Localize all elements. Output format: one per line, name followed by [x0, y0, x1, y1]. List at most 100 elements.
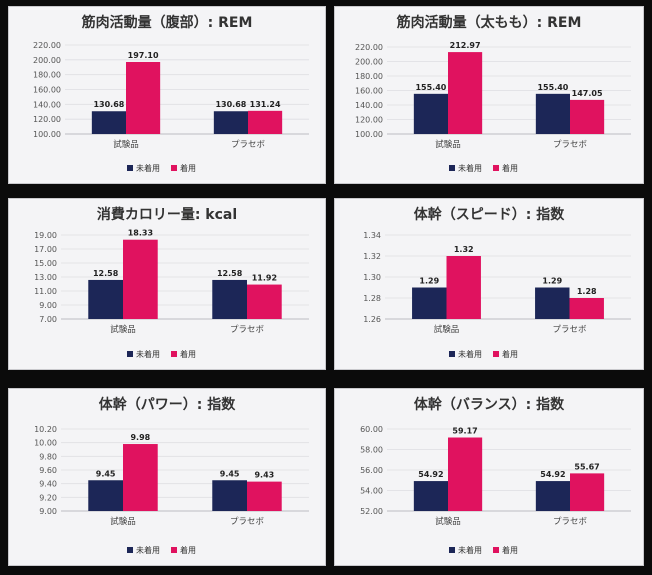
legend-swatch [127, 547, 133, 553]
chart-panel-thigh-rem: 筋肉活動量（太もも）: REM 220.00 200.00 180.00 160.00 1… [334, 6, 644, 184]
y-tick-label: 13.00 [34, 273, 57, 282]
bar-unworn [535, 287, 570, 319]
legend-swatch [127, 165, 133, 171]
category-label: 試験品 [435, 139, 461, 150]
data-label: 9.45 [220, 469, 240, 478]
y-tick-label: 9.00 [39, 301, 57, 310]
legend-swatch [171, 351, 177, 357]
y-tick-label: 7.00 [39, 315, 57, 324]
legend-swatch [493, 165, 499, 171]
bar-worn [123, 239, 158, 319]
bar-worn [570, 473, 605, 511]
bar-worn [446, 256, 481, 319]
data-label: 9.98 [130, 433, 150, 442]
y-tick-label: 220.00 [355, 43, 383, 52]
bar-chart: 体幹（バランス）: 指数 60.00 58.00 56.00 54.00 52.00 54.… [360, 396, 631, 555]
bar-unworn [412, 287, 447, 319]
bar-unworn [535, 481, 570, 511]
bar-worn [123, 444, 158, 511]
y-tick-label: 56.00 [360, 466, 383, 475]
legend-label: 着用 [180, 349, 196, 359]
data-label: 147.05 [572, 89, 603, 98]
bar-chart: 筋肉活動量（太もも）: REM 220.00 200.00 180.00 160.00 1… [355, 14, 631, 173]
y-tick-label: 1.34 [363, 231, 381, 240]
bar-worn [247, 284, 282, 319]
bar-unworn [88, 480, 123, 511]
chart-panel-core-speed: 体幹（スピード）: 指数 1.34 1.32 1.30 1.28 1.26 1.29 1.32… [334, 198, 644, 370]
category-label: プラセボ [230, 325, 265, 335]
legend-label: 未着用 [458, 545, 482, 555]
data-label: 155.40 [537, 83, 568, 92]
legend-swatch [449, 351, 455, 357]
data-label: 1.32 [454, 245, 474, 254]
y-tick-label: 120.00 [33, 115, 61, 124]
data-label: 1.29 [419, 277, 439, 286]
data-label: 12.58 [93, 269, 119, 278]
y-tick-label: 100.00 [33, 130, 61, 139]
data-label: 18.33 [128, 229, 153, 238]
legend-label: 未着用 [136, 163, 160, 173]
bar-worn [126, 61, 161, 135]
y-tick-label: 120.00 [355, 116, 383, 125]
y-tick-label: 160.00 [33, 86, 61, 95]
legend-label: 着用 [180, 545, 196, 555]
chart-panel-abdomen-rem: 筋肉活動量（腹部）: REM 220.00 200.00 180.00 160.00 14… [8, 6, 326, 184]
chart-panel-core-power: 体幹（パワー）: 指数 10.20 10.00 9.80 9.60 9.40 9.20 9.0… [8, 388, 326, 566]
legend-label: 着用 [502, 545, 518, 555]
y-tick-label: 9.00 [39, 507, 57, 516]
bar-chart: 体幹（スピード）: 指数 1.34 1.32 1.30 1.28 1.26 1.29 1.32… [363, 206, 631, 359]
y-tick-label: 54.00 [360, 487, 383, 496]
y-tick-label: 1.28 [363, 294, 381, 303]
legend-swatch [493, 351, 499, 357]
chart-title: 体幹（パワー）: 指数 [99, 396, 236, 413]
y-tick-label: 1.30 [363, 273, 381, 282]
chart-title: 消費カロリー量: kcal [97, 206, 237, 223]
legend-label: 未着用 [458, 349, 482, 359]
legend-label: 未着用 [136, 545, 160, 555]
y-tick-label: 17.00 [34, 245, 57, 254]
y-tick-label: 140.00 [33, 100, 61, 109]
chart-panel-core-balance: 体幹（バランス）: 指数 60.00 58.00 56.00 54.00 52.00 54.… [334, 388, 644, 566]
bar-unworn [91, 111, 126, 134]
y-tick-label: 180.00 [355, 72, 383, 81]
legend-swatch [449, 165, 455, 171]
chart-title: 筋肉活動量（腹部）: REM [82, 14, 253, 31]
bar-worn [448, 52, 483, 134]
y-tick-label: 200.00 [355, 58, 383, 67]
y-tick-label: 220.00 [33, 41, 61, 50]
y-tick-label: 160.00 [355, 87, 383, 96]
data-label: 54.92 [540, 470, 565, 479]
y-tick-label: 200.00 [33, 56, 61, 65]
data-label: 9.45 [96, 469, 116, 478]
data-label: 12.58 [217, 269, 243, 278]
data-label: 54.92 [418, 470, 443, 479]
legend-swatch [449, 547, 455, 553]
y-tick-label: 9.60 [39, 466, 57, 475]
category-label: プラセボ [552, 325, 587, 335]
bar-unworn [413, 481, 448, 511]
legend-label: 未着用 [458, 163, 482, 173]
chart-title: 体幹（スピード）: 指数 [414, 206, 565, 223]
legend-label: 着用 [502, 163, 518, 173]
legend-swatch [127, 351, 133, 357]
chart-title: 体幹（バランス）: 指数 [414, 396, 565, 413]
category-label: 試験品 [434, 324, 460, 335]
y-tick-label: 9.20 [39, 493, 57, 502]
y-tick-label: 140.00 [355, 101, 383, 110]
category-label: 試験品 [110, 324, 136, 335]
bar-chart: 消費カロリー量: kcal 19.00 17.00 15.00 13.00 11.00 9.… [34, 206, 309, 359]
category-label: 試験品 [110, 516, 136, 527]
y-tick-label: 1.32 [363, 252, 381, 261]
category-label: 試験品 [435, 516, 461, 527]
bar-worn [247, 481, 282, 511]
bar-worn [248, 110, 283, 134]
y-tick-label: 15.00 [34, 259, 57, 268]
data-label: 55.67 [574, 462, 599, 471]
category-label: プラセボ [553, 517, 588, 527]
y-tick-label: 9.80 [39, 452, 57, 461]
data-label: 9.43 [254, 471, 274, 480]
category-label: プラセボ [230, 517, 265, 527]
bar-worn [570, 99, 605, 134]
y-tick-label: 100.00 [355, 130, 383, 139]
y-tick-label: 58.00 [360, 446, 383, 455]
